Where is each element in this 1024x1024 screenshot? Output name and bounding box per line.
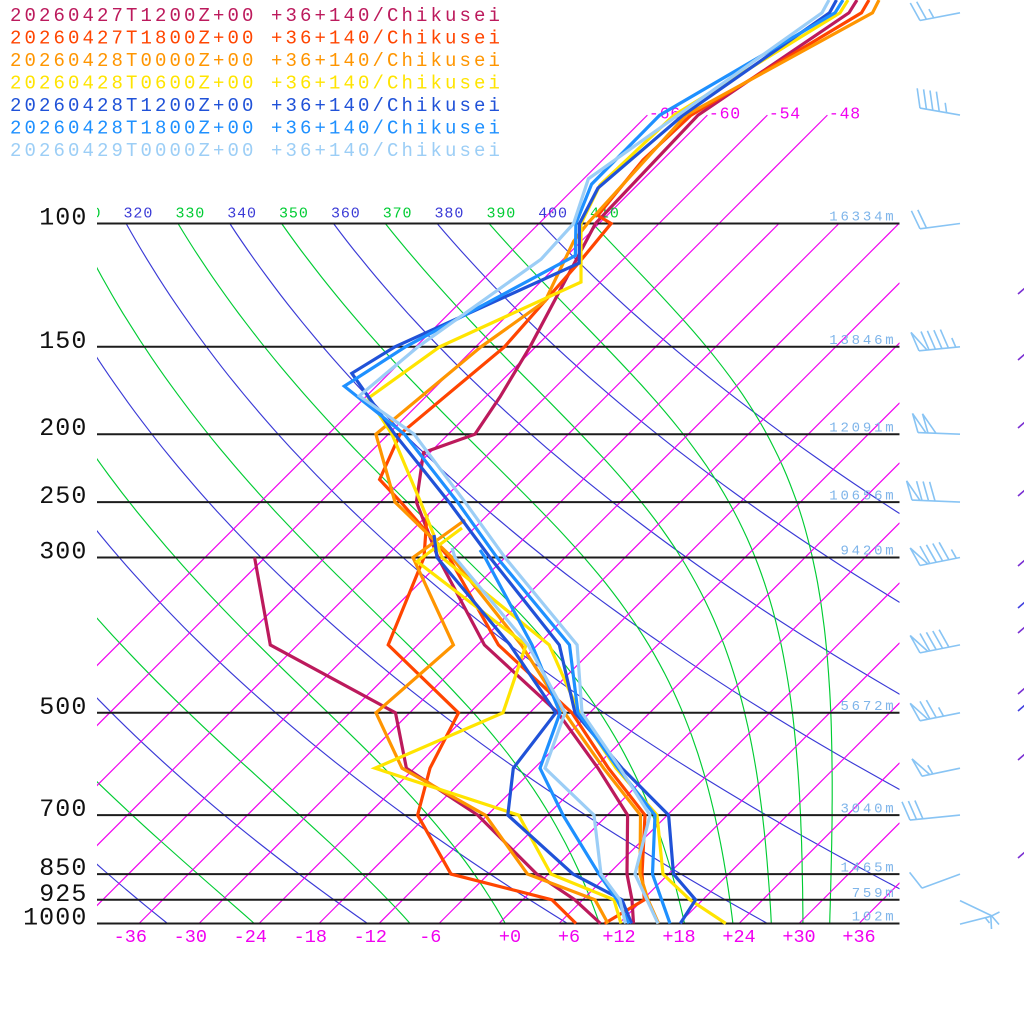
svg-text:500: 500: [39, 693, 87, 722]
svg-text:9420m: 9420m: [840, 544, 896, 560]
svg-text:390: 390: [486, 206, 516, 223]
svg-text:1000: 1000: [23, 904, 87, 933]
svg-text:20260428T0000Z+00 +36+140/Chik: 20260428T0000Z+00 +36+140/Chikusei: [10, 50, 503, 72]
svg-text:360: 360: [331, 206, 361, 223]
svg-text:20260427T1200Z+00 +36+140/Chik: 20260427T1200Z+00 +36+140/Chikusei: [10, 5, 503, 27]
svg-text:150: 150: [39, 327, 87, 356]
svg-text:330: 330: [175, 206, 205, 223]
svg-text:370: 370: [383, 206, 413, 223]
svg-text:+18: +18: [662, 927, 695, 948]
svg-text:-60: -60: [709, 105, 741, 124]
svg-text:20260428T0600Z+00 +36+140/Chik: 20260428T0600Z+00 +36+140/Chikusei: [10, 73, 503, 95]
svg-text:850: 850: [39, 854, 87, 883]
svg-text:-36: -36: [114, 927, 147, 948]
svg-text:300: 300: [39, 538, 87, 567]
svg-text:200: 200: [39, 414, 87, 443]
svg-text:340: 340: [227, 206, 257, 223]
svg-text:100: 100: [39, 204, 87, 233]
svg-text:-54: -54: [769, 105, 801, 124]
svg-text:20260429T0000Z+00 +36+140/Chik: 20260429T0000Z+00 +36+140/Chikusei: [10, 140, 503, 162]
svg-text:20260428T1800Z+00 +36+140/Chik: 20260428T1800Z+00 +36+140/Chikusei: [10, 118, 503, 140]
svg-text:13846m: 13846m: [829, 333, 896, 349]
svg-text:+6: +6: [558, 927, 580, 948]
svg-text:+0: +0: [499, 927, 521, 948]
svg-text:400: 400: [538, 206, 568, 223]
svg-text:700: 700: [39, 795, 87, 824]
svg-text:925: 925: [39, 880, 87, 909]
svg-text:+30: +30: [782, 927, 815, 948]
svg-text:-18: -18: [294, 927, 327, 948]
svg-text:310: 310: [72, 206, 102, 223]
svg-text:-6: -6: [419, 927, 441, 948]
svg-text:+36: +36: [842, 927, 875, 948]
svg-text:+24: +24: [722, 927, 755, 948]
svg-text:-24: -24: [234, 927, 267, 948]
svg-text:10656m: 10656m: [829, 488, 896, 504]
svg-text:1465m: 1465m: [840, 860, 896, 876]
svg-text:-12: -12: [354, 927, 387, 948]
svg-text:16334m: 16334m: [829, 210, 896, 226]
svg-text:3040m: 3040m: [840, 801, 896, 817]
svg-text:20260427T1800Z+00 +36+140/Chik: 20260427T1800Z+00 +36+140/Chikusei: [10, 28, 503, 50]
svg-text:759m: 759m: [852, 886, 897, 902]
svg-text:-48: -48: [829, 105, 861, 124]
svg-text:5672m: 5672m: [840, 699, 896, 715]
svg-text:12091m: 12091m: [829, 420, 896, 436]
svg-text:20260428T1200Z+00 +36+140/Chik: 20260428T1200Z+00 +36+140/Chikusei: [10, 95, 503, 117]
svg-text:350: 350: [279, 206, 309, 223]
svg-text:380: 380: [435, 206, 465, 223]
svg-text:102m: 102m: [852, 910, 897, 926]
svg-text:+12: +12: [602, 927, 635, 948]
svg-text:-30: -30: [174, 927, 207, 948]
svg-text:250: 250: [39, 482, 87, 511]
svg-text:320: 320: [124, 206, 154, 223]
